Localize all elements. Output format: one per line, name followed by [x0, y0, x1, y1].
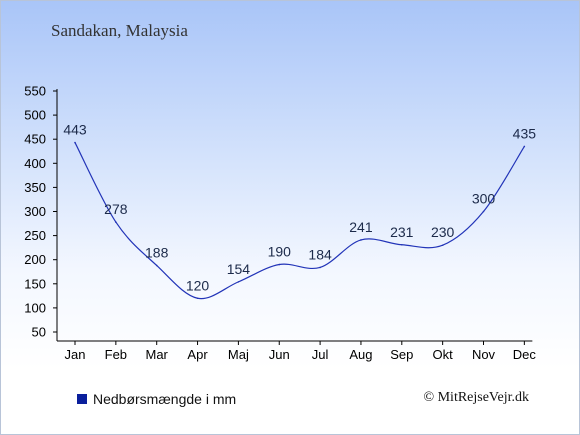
data-label: 184 [308, 246, 332, 262]
y-tick-label: 550 [24, 84, 46, 99]
data-label: 241 [349, 219, 373, 235]
chart-title: Sandakan, Malaysia [51, 21, 188, 40]
y-tick-label: 250 [24, 228, 46, 243]
y-tick-label: 350 [24, 180, 46, 195]
credit-text: © MitRejseVejr.dk [423, 390, 529, 405]
y-tick-label: 200 [24, 252, 46, 267]
y-tick-label: 300 [24, 204, 46, 219]
data-point [360, 239, 362, 241]
y-tick-label: 500 [24, 108, 46, 123]
data-label: 278 [104, 201, 128, 217]
data-point [482, 210, 485, 213]
x-tick-label: Aug [349, 347, 372, 362]
x-tick-label: Jan [65, 347, 86, 362]
data-point [319, 266, 321, 269]
data-point [115, 221, 117, 223]
legend-label: Nedbørsmængde i mm [93, 391, 237, 407]
data-point [401, 243, 403, 246]
data-label: 190 [268, 244, 292, 260]
data-label: 188 [145, 244, 169, 260]
data-label: 230 [431, 224, 455, 240]
x-tick-label: Dec [513, 347, 537, 362]
x-tick-label: Okt [433, 347, 454, 362]
x-tick-label: Jul [312, 347, 329, 362]
data-label: 300 [472, 191, 496, 207]
legend-swatch-icon [77, 394, 87, 404]
x-tick-label: Mar [146, 347, 169, 362]
rainfall-line [74, 142, 525, 300]
y-tick-label: 50 [32, 325, 46, 340]
data-label: 154 [227, 261, 251, 277]
y-tick-label: 400 [24, 156, 46, 171]
data-label: 231 [390, 224, 414, 240]
legend: Nedbørsmængde i mm [77, 391, 236, 407]
y-tick-label: 450 [24, 132, 46, 147]
data-point [278, 263, 281, 266]
x-tick-label: Maj [228, 347, 249, 362]
x-tick-label: Jun [269, 347, 290, 362]
x-tick-label: Sep [390, 347, 413, 362]
data-point [74, 141, 76, 144]
y-tick-label: 150 [24, 276, 46, 291]
x-tick-label: Nov [472, 347, 496, 362]
data-point [196, 297, 199, 300]
y-tick-label: 100 [24, 300, 46, 315]
data-label: 435 [513, 125, 537, 141]
data-point [237, 281, 240, 283]
data-label: 443 [63, 122, 87, 138]
data-point [155, 264, 158, 267]
data-point [523, 145, 526, 148]
data-label: 120 [186, 277, 210, 293]
x-tick-label: Apr [187, 347, 208, 362]
x-tick-label: Feb [105, 347, 127, 362]
data-point [441, 244, 444, 247]
